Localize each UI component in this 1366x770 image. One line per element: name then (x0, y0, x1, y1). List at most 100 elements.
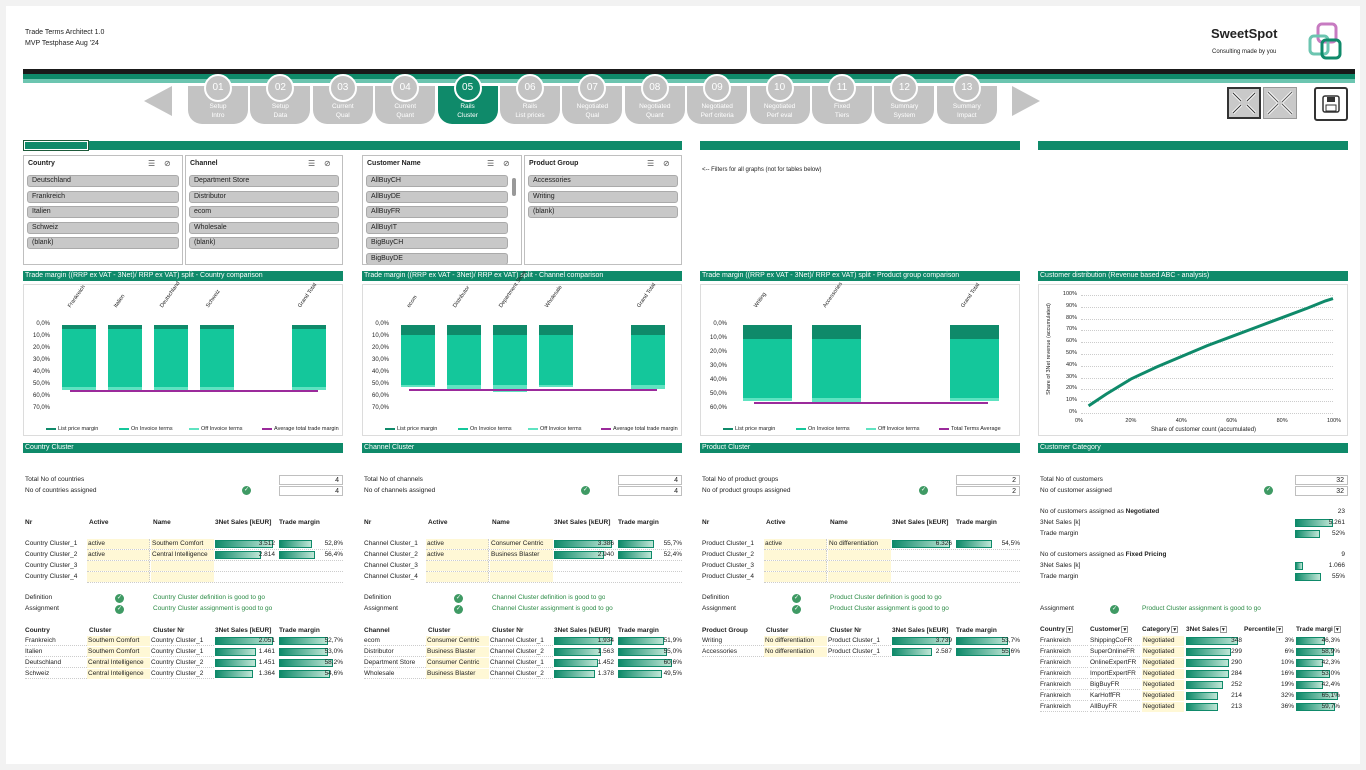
nav-prev-arrow-icon[interactable] (144, 86, 172, 116)
name-field[interactable] (151, 561, 214, 571)
name-field[interactable]: Central Intelligence (151, 550, 214, 560)
filter-dropdown-icon[interactable]: ▼ (1121, 626, 1129, 633)
step-08[interactable]: 08 Negotiated Quant (624, 72, 685, 124)
collapse-view-button[interactable] (1227, 87, 1261, 119)
slicer-item[interactable]: Writing (528, 190, 678, 203)
customer-category-field[interactable]: Negotiated (1142, 636, 1184, 646)
slicer-item[interactable]: Wholesale (189, 221, 339, 234)
active-field[interactable]: active (426, 539, 489, 549)
step-11[interactable]: 11 Fixed Tiers (812, 72, 872, 124)
nav-next-arrow-icon[interactable] (1012, 86, 1040, 116)
active-field[interactable] (764, 561, 827, 571)
product-slicer[interactable]: Product Group ☰ ⊘ Accessories Writing (bla… (524, 155, 682, 265)
step-04[interactable]: 04 Current Quant (375, 72, 436, 124)
slicer-item[interactable]: AllBuyDE (366, 190, 508, 203)
table-header: Trade margin (618, 519, 659, 526)
filter-dropdown-icon[interactable]: ▼ (1065, 626, 1073, 633)
expand-view-button[interactable] (1263, 87, 1297, 119)
name-field[interactable] (828, 572, 891, 582)
clear-filter-icon[interactable]: ⊘ (324, 159, 331, 168)
active-field[interactable] (764, 550, 827, 560)
active-field[interactable] (87, 561, 150, 571)
slicer-item[interactable]: Schweiz (27, 221, 179, 234)
customer-category-field[interactable]: Negotiated (1142, 691, 1184, 701)
slicer-item[interactable]: AllBuyIT (366, 221, 508, 234)
filter-dropdown-icon[interactable]: ▼ (1219, 626, 1227, 633)
step-12[interactable]: 12 Summary System (874, 72, 935, 124)
map-cluster-field[interactable]: No differentiation (764, 647, 827, 657)
slicer-scrollbar[interactable] (512, 178, 516, 196)
customer-category-field[interactable]: Negotiated (1142, 658, 1184, 668)
slicer-item[interactable]: ecom (189, 206, 339, 218)
customer-slicer[interactable]: Customer Name ☰ ⊘ AllBuyCH AllBuyDE AllBuy… (362, 155, 522, 265)
slicer-item[interactable]: BigBuyCH (366, 237, 508, 249)
map-cluster-field[interactable]: Central Intelligence (87, 669, 150, 679)
step-13[interactable]: 13 Summary Impact (936, 72, 997, 124)
customer-category-field[interactable]: Negotiated (1142, 702, 1184, 712)
slicer-item[interactable]: (blank) (528, 206, 678, 218)
map-cluster-field[interactable]: Central Intelligence (87, 658, 150, 668)
active-field[interactable]: active (426, 550, 489, 560)
name-field[interactable] (828, 550, 891, 560)
slicer-item[interactable]: Accessories (528, 175, 678, 187)
step-01[interactable]: 01 Setup Intro (188, 72, 248, 124)
step-05[interactable]: 05 Rails Cluster (437, 72, 498, 124)
map-cluster-field[interactable]: Southern Comfort (87, 647, 150, 657)
name-field[interactable] (490, 572, 553, 582)
clear-filter-icon[interactable]: ⊘ (503, 159, 510, 168)
customer-category-field[interactable]: Negotiated (1142, 669, 1184, 679)
active-field[interactable]: active (87, 539, 150, 549)
channel-slicer[interactable]: Channel ☰ ⊘ Department Store Distributor e… (185, 155, 343, 265)
clear-filter-icon[interactable]: ⊘ (663, 159, 670, 168)
active-field[interactable] (87, 572, 150, 582)
save-button[interactable] (1314, 87, 1348, 121)
map-header: Trade margin (956, 627, 997, 634)
name-field[interactable]: Business Blaster (490, 550, 553, 560)
multi-select-icon[interactable]: ☰ (487, 159, 495, 168)
active-field[interactable]: active (764, 539, 827, 549)
filter-dropdown-icon[interactable]: ▼ (1276, 626, 1284, 633)
customer-category-field[interactable]: Negotiated (1142, 680, 1184, 690)
country-slicer[interactable]: Country ☰ ⊘ Deutschland Frankreich Italien… (23, 155, 183, 265)
slicer-item[interactable]: (blank) (27, 237, 179, 249)
step-10[interactable]: 10 Negotiated Perf eval (749, 72, 810, 124)
slicer-item[interactable]: (blank) (189, 237, 339, 249)
step-06[interactable]: 06 Rails List prices (500, 72, 560, 124)
map-cluster-field[interactable]: Consumer Centric (426, 658, 489, 668)
slicer-item[interactable]: Italien (27, 206, 179, 218)
customer-category-field[interactable]: Negotiated (1142, 647, 1184, 657)
filter-dropdown-icon[interactable]: ▼ (1171, 626, 1179, 633)
map-cluster-field[interactable]: Business Blaster (426, 669, 489, 679)
multi-select-icon[interactable]: ☰ (647, 159, 655, 168)
step-09[interactable]: 09 Negotiated Perf criteria (687, 72, 748, 124)
clear-filter-icon[interactable]: ⊘ (164, 159, 171, 168)
map-cluster-field[interactable]: Business Blaster (426, 647, 489, 657)
selected-cell[interactable] (23, 140, 89, 151)
slicer-item[interactable]: Department Store (189, 175, 339, 187)
active-field[interactable] (426, 561, 489, 571)
slicer-item[interactable]: Distributor (189, 190, 339, 203)
multi-select-icon[interactable]: ☰ (308, 159, 316, 168)
slicer-item[interactable]: BigBuyDE (366, 252, 508, 264)
name-field[interactable] (490, 561, 553, 571)
active-field[interactable] (426, 572, 489, 582)
step-03[interactable]: 03 Current Qual (312, 72, 373, 124)
name-field[interactable] (151, 572, 214, 582)
step-02[interactable]: 02 Setup Data (250, 72, 311, 124)
slicer-item[interactable]: AllBuyFR (366, 206, 508, 218)
active-field[interactable]: active (87, 550, 150, 560)
map-cluster-field[interactable]: No differentiation (764, 636, 827, 646)
map-cluster-field[interactable]: Consumer Centric (426, 636, 489, 646)
name-field[interactable] (828, 561, 891, 571)
slicer-item[interactable]: Deutschland (27, 175, 179, 187)
name-field[interactable]: No differentiation (828, 539, 891, 549)
slicer-item[interactable]: AllBuyCH (366, 175, 508, 187)
slicer-item[interactable]: Frankreich (27, 190, 179, 203)
step-07[interactable]: 07 Negotiated Qual (562, 72, 623, 124)
name-field[interactable]: Consumer Centric (490, 539, 553, 549)
map-cluster-field[interactable]: Southern Comfort (87, 636, 150, 646)
filter-dropdown-icon[interactable]: ▼ (1333, 626, 1341, 633)
multi-select-icon[interactable]: ☰ (148, 159, 156, 168)
active-field[interactable] (764, 572, 827, 582)
name-field[interactable]: Southern Comfort (151, 539, 214, 549)
